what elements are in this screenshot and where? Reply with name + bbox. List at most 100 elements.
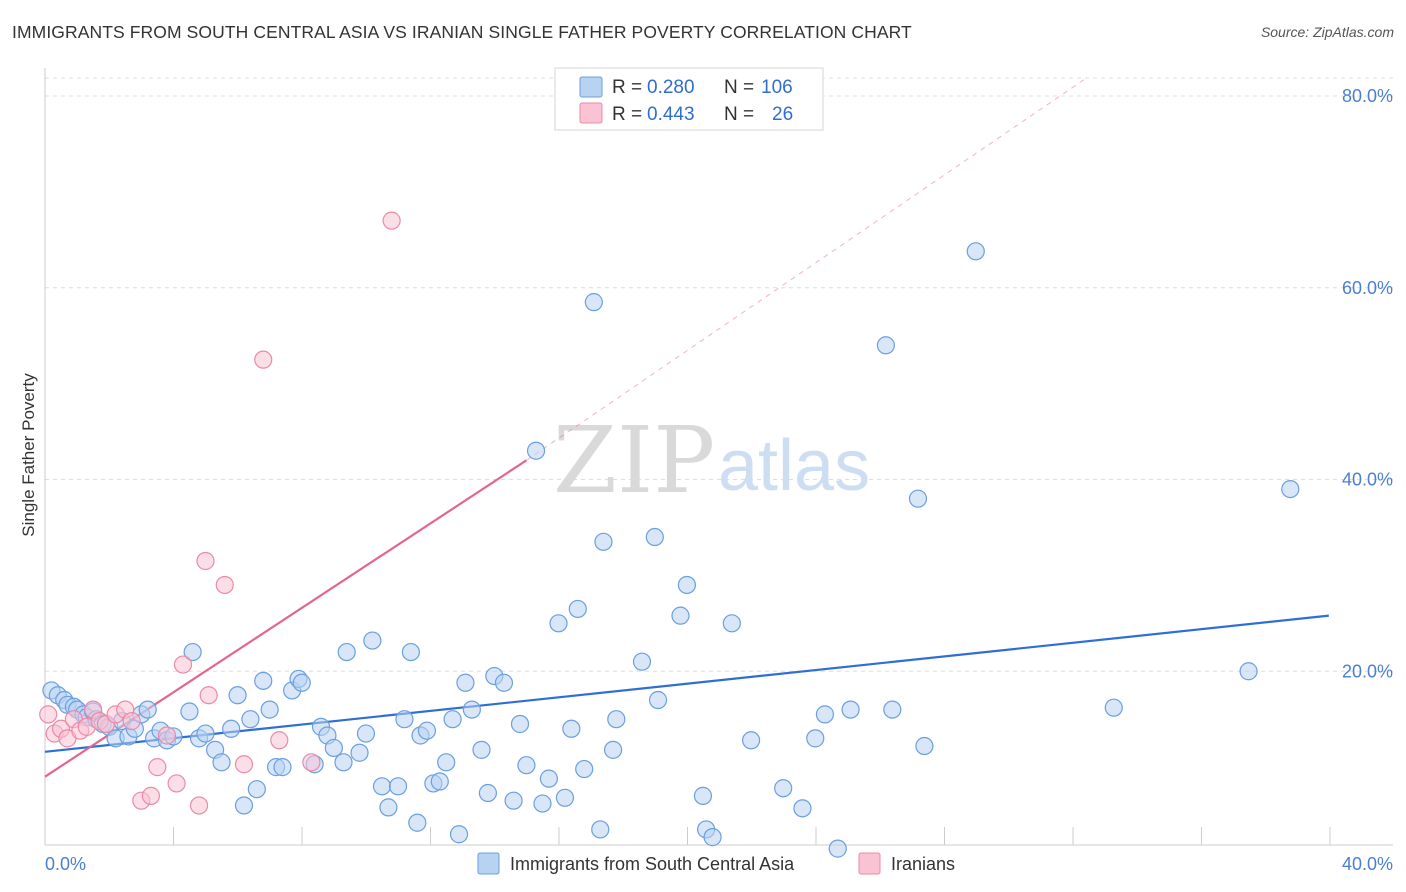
- point-immigrants-47: [356, 724, 376, 743]
- point-iranians-25: [270, 731, 289, 750]
- point-iranians-18: [173, 655, 193, 674]
- point-immigrants-107: [1281, 479, 1300, 499]
- point-immigrants-79: [584, 293, 603, 312]
- point-immigrants-71: [526, 441, 546, 460]
- point-immigrants-60: [443, 710, 462, 729]
- point-iranians-20: [196, 551, 215, 571]
- x-tick-labels: 0.0% 40.0%: [45, 854, 1393, 874]
- point-immigrants-89: [693, 786, 713, 805]
- legend-swatch-pink: [579, 102, 603, 124]
- point-immigrants-106: [1239, 662, 1258, 681]
- point-immigrants-62: [456, 673, 475, 692]
- point-iranians-22: [215, 575, 234, 595]
- point-immigrants-50: [379, 798, 398, 817]
- point-immigrants-48: [363, 631, 382, 650]
- point-immigrants-29: [228, 686, 247, 705]
- point-immigrants-52: [395, 710, 414, 729]
- x-tick-label-1: 40.0%: [1342, 854, 1393, 874]
- point-immigrants-22: [180, 702, 199, 721]
- point-immigrants-97: [815, 705, 835, 724]
- legend-n-label-1: N =: [724, 77, 754, 98]
- y-tick-label-2: 60.0%: [1342, 278, 1393, 298]
- point-immigrants-67: [494, 673, 514, 692]
- y-tick-label-0: 20.0%: [1342, 661, 1393, 681]
- series-legend-swatch-blue: [477, 852, 500, 875]
- point-immigrants-73: [539, 769, 558, 788]
- point-immigrants-58: [430, 772, 449, 791]
- point-immigrants-64: [472, 740, 491, 759]
- y-axis-title: Single Father Poverty: [19, 373, 38, 537]
- point-iranians-16: [157, 726, 177, 745]
- point-immigrants-93: [741, 731, 761, 750]
- point-immigrants-75: [555, 788, 575, 807]
- x-tick-label-0: 0.0%: [45, 854, 86, 874]
- point-immigrants-78: [575, 759, 594, 779]
- point-immigrants-98: [828, 839, 847, 858]
- y-tick-labels: 20.0% 40.0% 60.0% 80.0%: [1342, 86, 1393, 681]
- point-immigrants-49: [372, 777, 392, 796]
- point-iranians-23: [234, 755, 254, 774]
- point-immigrants-103: [915, 736, 934, 756]
- point-immigrants-68: [504, 791, 523, 810]
- series-legend-label-immigrants: Immigrants from South Central Asia: [510, 854, 795, 874]
- point-immigrants-86: [648, 690, 668, 710]
- point-immigrants-30: [234, 796, 254, 815]
- point-iranians-12: [122, 712, 141, 731]
- point-immigrants-34: [260, 700, 279, 719]
- watermark: ZIP atlas: [553, 407, 870, 514]
- legend-n-label-2: N =: [724, 104, 754, 125]
- point-immigrants-82: [603, 740, 623, 759]
- point-immigrants-31: [241, 710, 260, 729]
- point-immigrants-99: [841, 700, 860, 719]
- point-immigrants-84: [632, 652, 652, 671]
- point-immigrants-104: [966, 242, 985, 261]
- legend-r-value-2: 0.443: [647, 104, 695, 125]
- point-immigrants-94: [774, 779, 793, 798]
- point-immigrants-27: [212, 753, 231, 772]
- point-immigrants-54: [408, 813, 427, 832]
- point-iranians-17: [167, 774, 186, 793]
- point-immigrants-43: [324, 738, 343, 758]
- point-immigrants-87: [671, 606, 690, 625]
- point-iranians-15: [148, 758, 167, 777]
- point-immigrants-101: [883, 700, 902, 719]
- point-immigrants-44: [334, 753, 353, 772]
- point-immigrants-76: [562, 719, 581, 738]
- point-immigrants-61: [449, 825, 469, 844]
- point-iranians-26: [302, 753, 321, 772]
- point-immigrants-17: [138, 700, 157, 719]
- point-immigrants-96: [806, 729, 825, 748]
- point-iranians-19: [189, 796, 209, 815]
- trend-line-immigrants: [44, 614, 1329, 753]
- point-iranians-0: [39, 705, 58, 724]
- legend-r-label-1: R =: [612, 77, 642, 98]
- gridlines: [45, 77, 1393, 672]
- point-immigrants-102: [908, 489, 928, 508]
- point-immigrants-65: [478, 783, 498, 803]
- point-immigrants-33: [254, 671, 273, 690]
- point-immigrants-70: [517, 756, 536, 775]
- point-immigrants-32: [247, 780, 266, 799]
- point-immigrants-53: [401, 642, 420, 662]
- series-legend-label-iranians: Iranians: [891, 854, 955, 874]
- point-iranians-14: [141, 786, 161, 805]
- point-immigrants-28: [222, 719, 241, 738]
- correlation-legend: R = 0.280 N = 106 R = 0.443 N = 26: [554, 67, 824, 131]
- legend-n-value-1: 106: [761, 77, 793, 98]
- point-immigrants-80: [591, 820, 610, 839]
- point-immigrants-105: [1104, 698, 1123, 717]
- point-immigrants-39: [292, 673, 311, 692]
- y-tick-label-3: 80.0%: [1342, 86, 1393, 106]
- point-immigrants-91: [703, 828, 722, 847]
- point-immigrants-36: [273, 758, 292, 777]
- trend-line-iranians-extension: [526, 76, 1089, 461]
- point-immigrants-81: [594, 532, 613, 551]
- legend-n-value-2: 26: [772, 104, 793, 125]
- point-immigrants-77: [568, 599, 587, 619]
- point-immigrants-92: [722, 614, 741, 633]
- point-iranians-24: [254, 350, 273, 369]
- point-immigrants-85: [645, 527, 664, 547]
- point-immigrants-63: [462, 700, 481, 719]
- series-immigrants-points: [42, 242, 1300, 858]
